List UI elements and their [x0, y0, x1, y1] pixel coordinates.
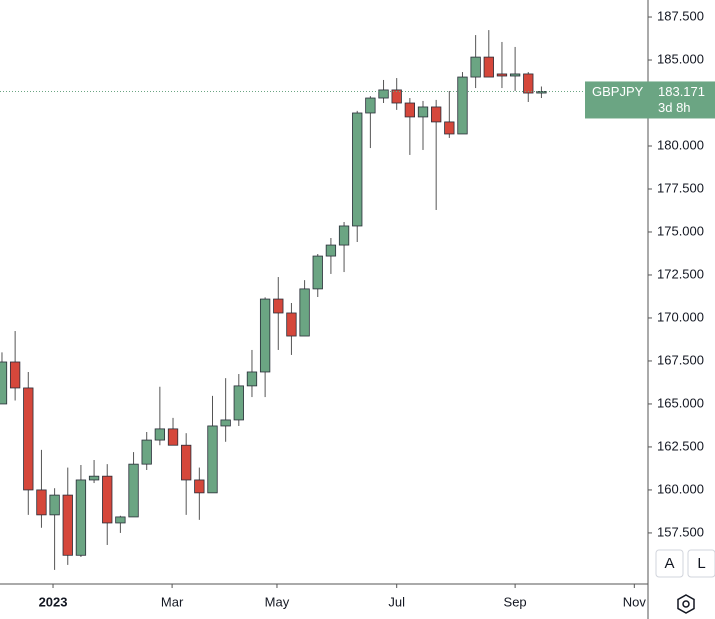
- x-tick-label: Sep: [504, 594, 527, 609]
- last-price-label: 183.171: [658, 84, 705, 99]
- y-tick-label: 157.500: [657, 524, 704, 539]
- candle-body: [378, 89, 389, 99]
- y-tick-label: 185.000: [657, 51, 704, 66]
- candle-body: [365, 97, 376, 114]
- candle-body: [233, 385, 244, 421]
- candle-body: [49, 494, 60, 516]
- candle-body: [338, 225, 350, 246]
- candle-body: [207, 425, 218, 494]
- candle-body: [457, 76, 468, 135]
- candle-body: [509, 73, 521, 77]
- candle-body: [404, 102, 416, 118]
- candle-body: [62, 494, 73, 556]
- candle-body: [391, 89, 402, 104]
- candle-body: [273, 298, 284, 314]
- scale-button-label[interactable]: A: [664, 555, 674, 572]
- y-tick-label: 167.500: [657, 352, 704, 367]
- x-tick-label: 2023: [39, 594, 68, 609]
- scale-button-label[interactable]: L: [697, 555, 705, 572]
- candle-body: [536, 91, 547, 94]
- candle-body: [154, 428, 166, 441]
- candle-body: [36, 489, 47, 516]
- candle-body: [246, 371, 258, 387]
- candle-body: [286, 312, 297, 337]
- candle-body: [141, 439, 152, 465]
- candle-body: [299, 288, 310, 337]
- y-tick-label: 180.000: [657, 137, 704, 152]
- candle-body: [167, 428, 179, 446]
- x-tick-label: Mar: [161, 594, 184, 609]
- candle-body: [102, 475, 113, 524]
- candle-body: [23, 387, 34, 491]
- candle-body: [0, 361, 8, 405]
- y-tick-label: 187.500: [657, 8, 704, 23]
- candle-body: [431, 106, 442, 123]
- candle-body: [220, 419, 231, 427]
- candle-body: [470, 56, 481, 78]
- settings-button[interactable]: [677, 594, 695, 614]
- y-tick-label: 162.500: [657, 438, 704, 453]
- candle-body: [523, 73, 534, 94]
- candle-body: [9, 361, 21, 389]
- y-tick-label: 165.000: [657, 395, 704, 410]
- countdown-label: 3d 8h: [658, 100, 691, 115]
- candle-body: [444, 121, 455, 135]
- x-tick-label: Jul: [388, 594, 405, 609]
- candle-body: [417, 106, 429, 118]
- candle-body: [128, 463, 139, 518]
- x-tick-label: Nov: [623, 594, 647, 609]
- y-tick-label: 172.500: [657, 266, 704, 281]
- scale-button[interactable]: [687, 549, 715, 578]
- candle-body: [88, 475, 100, 481]
- candle-body: [75, 479, 87, 556]
- y-tick-label: 170.000: [657, 309, 704, 324]
- candle-body: [352, 112, 363, 227]
- candle-body: [325, 244, 337, 257]
- candle-body: [259, 298, 271, 373]
- settings-icon-dot: [682, 600, 690, 608]
- price-label-box: [585, 81, 715, 119]
- y-tick-label: 175.000: [657, 223, 704, 238]
- candle-body: [181, 444, 192, 481]
- candle-body: [496, 73, 508, 77]
- y-tick-label: 160.000: [657, 481, 704, 496]
- candle-body: [312, 255, 323, 290]
- candle-body: [115, 516, 126, 524]
- settings-icon: [677, 594, 695, 614]
- y-tick-label: 177.500: [657, 180, 704, 195]
- scale-button[interactable]: [655, 549, 684, 578]
- x-tick-label: May: [265, 594, 290, 609]
- candle-body: [483, 56, 494, 78]
- candle-body: [194, 479, 205, 494]
- symbol-label: GBPJPY: [592, 84, 644, 99]
